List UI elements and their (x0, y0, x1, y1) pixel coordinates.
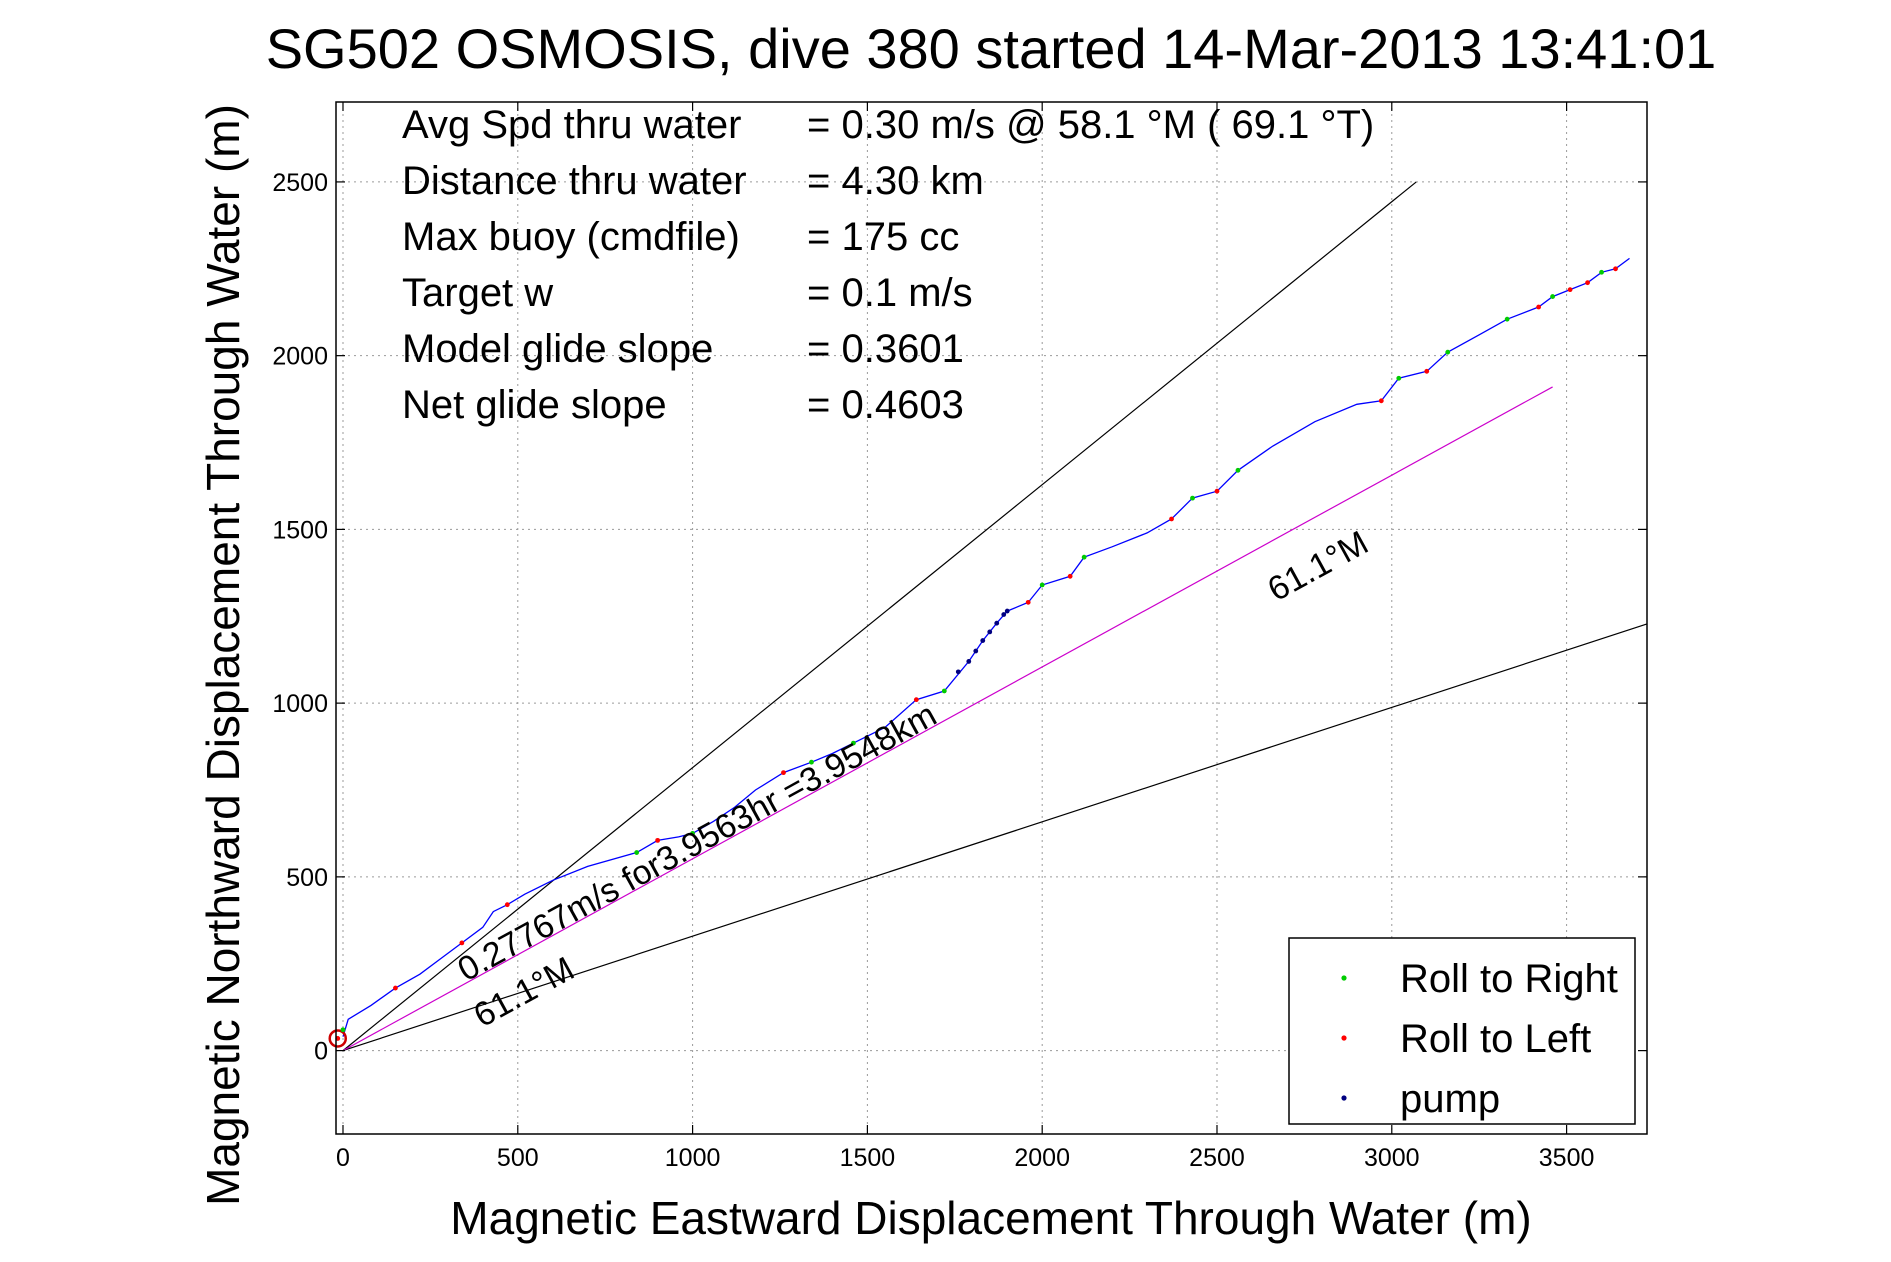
roll-to-right-point (941, 688, 947, 694)
roll-to-left-point (1585, 280, 1590, 286)
roll-to-left-point (913, 697, 919, 703)
roll-to-left-point (1424, 368, 1430, 374)
roll-to-left-point (504, 902, 510, 908)
pump-point (987, 629, 993, 635)
stat-label: Target w (402, 271, 553, 315)
roll-to-right-point (1039, 582, 1045, 588)
legend-marker-pump (1341, 1095, 1347, 1101)
roll-to-left-point (1169, 516, 1174, 522)
roll-to-left-point (1567, 287, 1573, 293)
stat-label: Max buoy (cmdfile) (402, 215, 740, 259)
roll-to-right-point (340, 1027, 346, 1033)
roll-to-right-point (634, 850, 640, 855)
y-tick-label: 1500 (272, 516, 328, 544)
stat-value: = 0.30 m/s @ 58.1 °M ( 69.1 °T) (807, 103, 1374, 147)
roll-to-left-point (1214, 488, 1220, 494)
pump-point (1001, 612, 1007, 617)
pump-point (994, 620, 1000, 626)
roll-to-right-point (1396, 375, 1402, 381)
roll-to-right-point (1190, 495, 1195, 501)
axis-ticks: 0 500 1000 1500 2000 2500 3000 3500 0 500 1000 1500… (272, 102, 1647, 1172)
roll-to-right-point (1599, 269, 1604, 275)
roll-to-left-point (1378, 398, 1384, 404)
stat-label: Distance thru water (402, 159, 747, 203)
pump-point (973, 648, 979, 654)
y-axis-title: Magnetic Northward Displacement Through … (197, 104, 249, 1206)
pump-point (980, 638, 986, 643)
roll-to-left-point (1067, 573, 1073, 579)
x-tick-label: 2500 (1189, 1144, 1245, 1172)
roll-to-left-point (1025, 599, 1031, 605)
y-tick-label: 500 (286, 864, 328, 892)
legend-marker-roll-to-left (1341, 1035, 1347, 1041)
stat-value: = 0.3601 (807, 327, 964, 371)
stat-value: = 0.4603 (807, 383, 964, 427)
roll-to-left-point (393, 985, 398, 991)
roll-to-right-point (690, 831, 695, 836)
stats-block: Avg Spd thru water = 0.30 m/s @ 58.1 °M (… (402, 103, 1374, 427)
reference-line (342, 386, 1553, 1052)
chart-title: SG502 OSMOSIS, dive 380 started 14-Mar-2… (266, 17, 1717, 80)
legend: Roll to Right Roll to Left pump (1288, 937, 1636, 1125)
roll-to-right-point (1235, 467, 1241, 473)
roll-to-left-point (781, 770, 786, 776)
pump-point (1004, 608, 1010, 614)
roll-to-right-point (1550, 294, 1556, 299)
marker-layer (335, 266, 1618, 1041)
legend-box (1288, 937, 1636, 1125)
y-tick-label: 1000 (272, 690, 328, 718)
roll-to-right-point (851, 740, 856, 746)
reference-line (342, 181, 1417, 1052)
roll-to-left-point (459, 940, 465, 946)
legend-marker-roll-to-right (1341, 975, 1347, 981)
stat-value: = 175 cc (807, 215, 959, 259)
stat-label: Model glide slope (402, 327, 713, 371)
legend-label-pump: pump (1400, 1077, 1500, 1121)
x-axis-title: Magnetic Eastward Displacement Through W… (450, 1192, 1531, 1244)
reference-lines (342, 181, 1648, 1052)
roll-to-left-point (1613, 266, 1618, 272)
y-tick-label: 2500 (272, 169, 328, 197)
plot-area-border (335, 101, 1648, 1135)
x-tick-label: 0 (336, 1144, 350, 1172)
x-tick-label: 3500 (1539, 1144, 1595, 1172)
start-marker (328, 1029, 347, 1048)
y-tick-label: 2000 (272, 343, 328, 371)
x-tick-label: 500 (497, 1144, 539, 1172)
legend-label-roll-to-right: Roll to Right (1400, 957, 1618, 1001)
pump-point (966, 659, 972, 664)
roll-to-right-point (1445, 349, 1451, 355)
roll-to-right-point (1081, 554, 1087, 560)
roll-to-right-point (809, 759, 814, 765)
stat-label: Net glide slope (402, 383, 667, 427)
roll-to-right-point (1504, 316, 1510, 322)
roll-to-left-point (655, 837, 661, 843)
y-tick-label: 0 (314, 1038, 328, 1066)
roll-to-left-point (1536, 304, 1542, 310)
stat-value: = 4.30 km (807, 159, 984, 203)
legend-label-roll-to-left: Roll to Left (1400, 1017, 1591, 1061)
x-tick-label: 1500 (840, 1144, 896, 1172)
x-tick-label: 2000 (1014, 1144, 1070, 1172)
x-tick-label: 1000 (665, 1144, 721, 1172)
stat-label: Avg Spd thru water (402, 103, 741, 147)
stat-value: = 0.1 m/s (807, 271, 973, 315)
x-tick-label: 3000 (1364, 1144, 1420, 1172)
pump-point (955, 669, 961, 675)
reference-line (342, 623, 1648, 1052)
